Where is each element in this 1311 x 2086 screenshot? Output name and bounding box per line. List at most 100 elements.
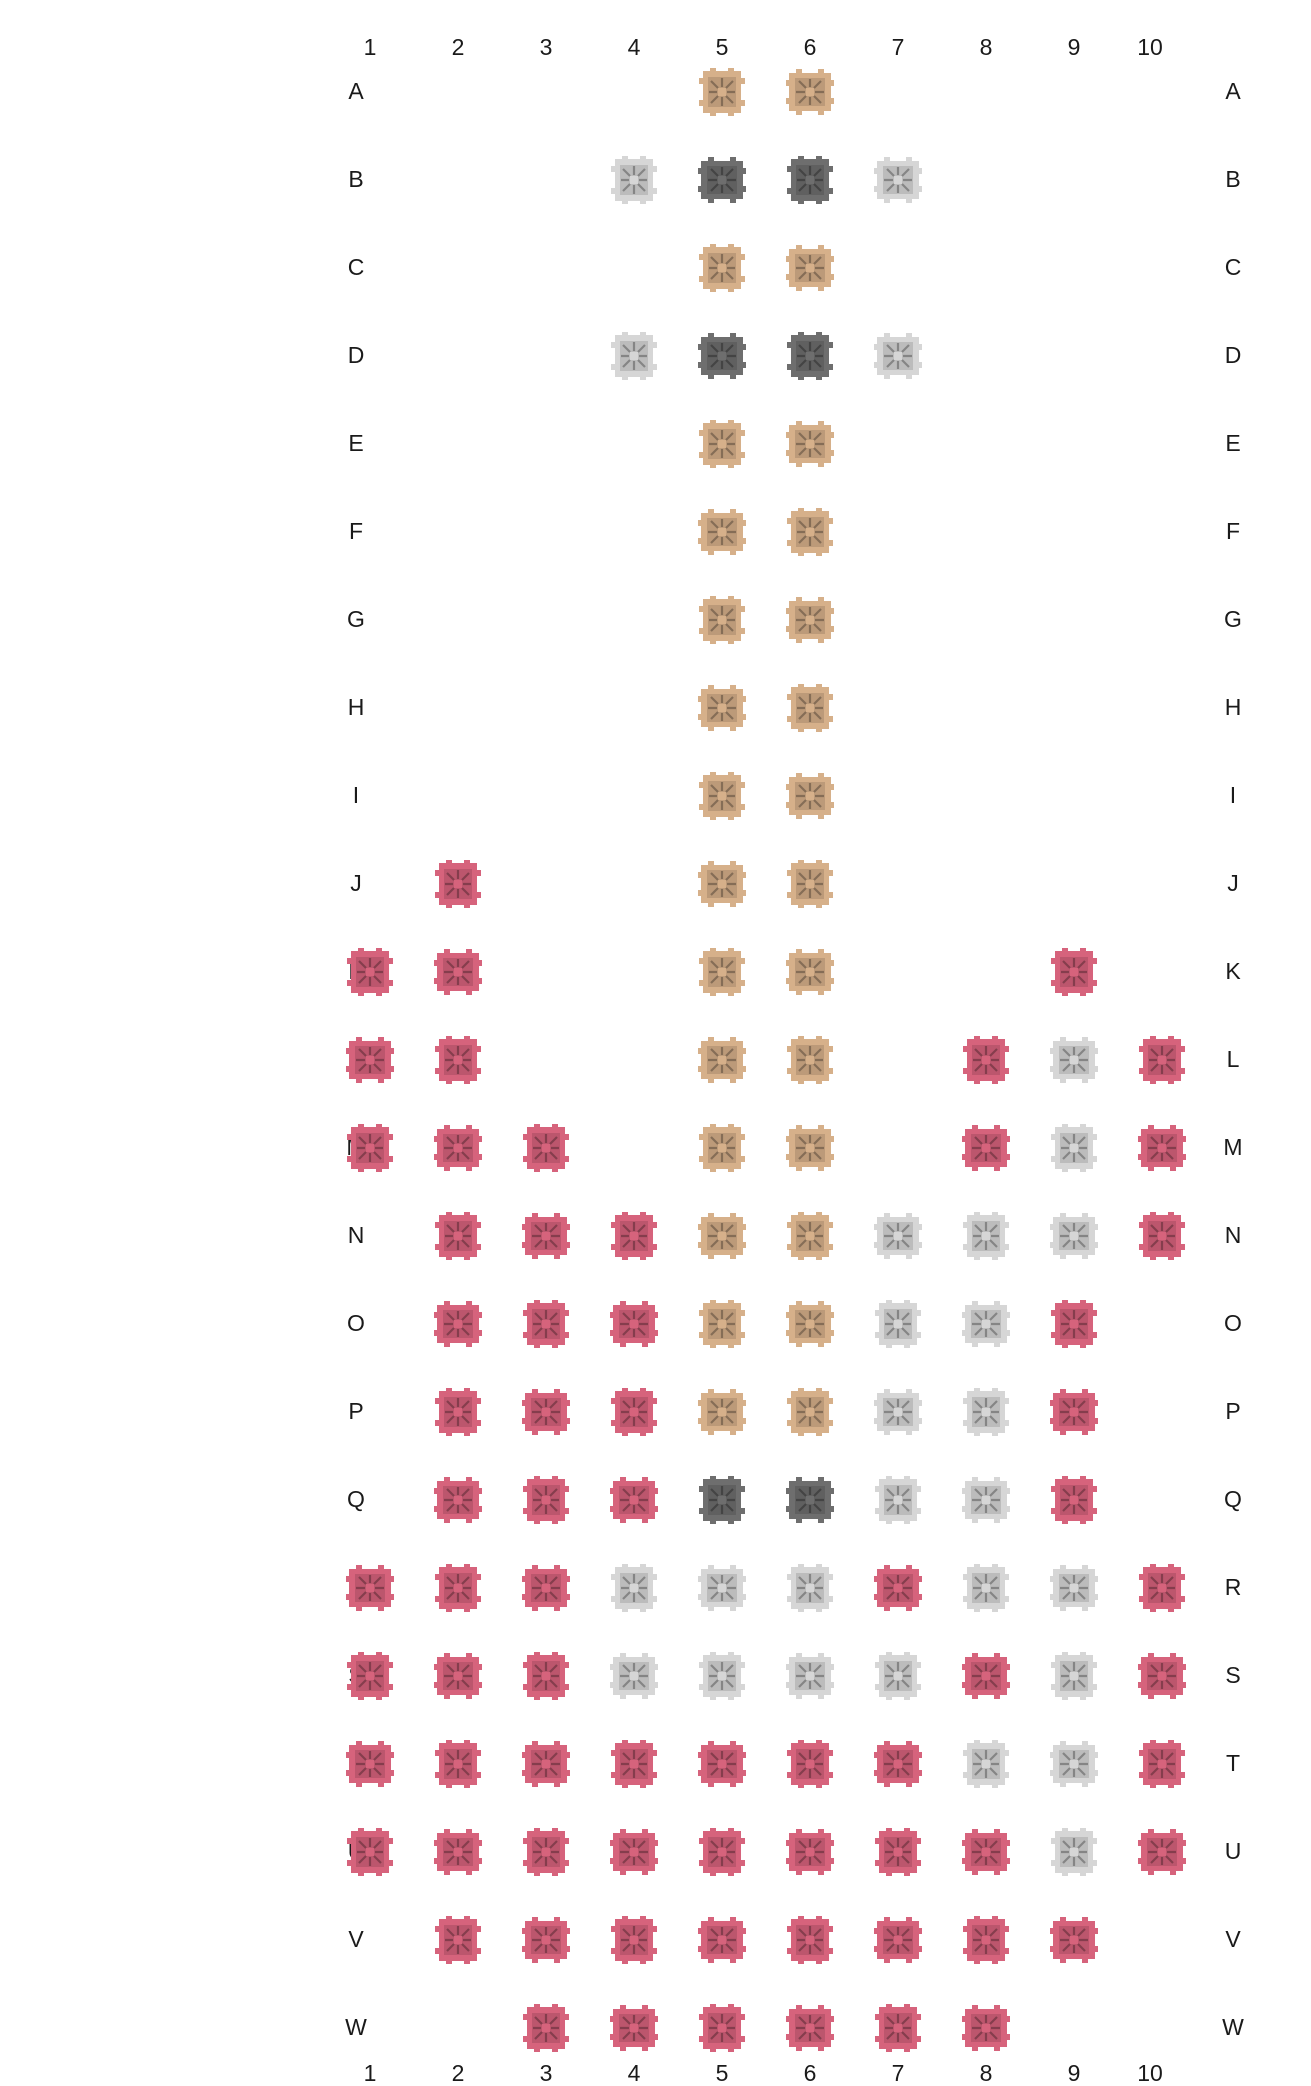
bead-pink-Q4 — [609, 1475, 659, 1525]
row-label-right-K: K — [1225, 958, 1241, 984]
row-label-right-L: L — [1226, 1046, 1240, 1072]
bead-pink-M3 — [521, 1123, 571, 1173]
row-label-right-G: G — [1224, 606, 1242, 632]
column-label-top-6: 6 — [803, 34, 817, 60]
bead-tan-H6 — [785, 683, 835, 733]
bead-light-gray-D4 — [609, 331, 659, 381]
bead-light-gray-R8 — [961, 1563, 1011, 1613]
bead-light-gray-Q8 — [961, 1475, 1011, 1525]
column-label-bottom-7: 7 — [891, 2060, 905, 2086]
bead-light-gray-O7 — [873, 1299, 923, 1349]
bead-pink-R1 — [345, 1563, 395, 1613]
column-label-top-2: 2 — [451, 34, 465, 60]
bead-dark-gray-B5 — [697, 155, 747, 205]
bead-pink-L1 — [345, 1035, 395, 1085]
bead-light-gray-N8 — [961, 1211, 1011, 1261]
column-label-bottom-8: 8 — [979, 2060, 993, 2086]
bead-pink-L10 — [1137, 1035, 1187, 1085]
row-label-right-N: N — [1224, 1222, 1242, 1248]
row-label-left-V: V — [348, 1926, 364, 1952]
bead-pink-W6 — [785, 2003, 835, 2053]
row-label-left-A: A — [348, 78, 364, 104]
bead-tan-E5 — [697, 419, 747, 469]
column-label-bottom-4: 4 — [627, 2060, 641, 2086]
bead-pink-V5 — [697, 1915, 747, 1965]
bead-pink-S1 — [345, 1651, 395, 1701]
bead-pink-M1 — [345, 1123, 395, 1173]
row-label-left-G: G — [347, 606, 365, 632]
column-label-bottom-10: 10 — [1137, 2060, 1163, 2086]
bead-pink-K9 — [1049, 947, 1099, 997]
bead-pink-N4 — [609, 1211, 659, 1261]
bead-dark-gray-D5 — [697, 331, 747, 381]
row-label-left-J: J — [350, 870, 362, 896]
bead-pink-P4 — [609, 1387, 659, 1437]
bead-pink-U10 — [1137, 1827, 1187, 1877]
bead-pink-T10 — [1137, 1739, 1187, 1789]
bead-pink-W7 — [873, 2003, 923, 2053]
bead-tan-A6 — [785, 67, 835, 117]
bead-light-gray-N9 — [1049, 1211, 1099, 1261]
column-label-top-3: 3 — [539, 34, 553, 60]
row-label-right-R: R — [1224, 1574, 1242, 1600]
bead-tan-G6 — [785, 595, 835, 645]
bead-tan-H5 — [697, 683, 747, 733]
bead-pink-T3 — [521, 1739, 571, 1789]
bead-light-gray-D7 — [873, 331, 923, 381]
column-label-bottom-5: 5 — [715, 2060, 729, 2086]
row-label-left-F: F — [348, 518, 364, 544]
row-label-right-I: I — [1229, 782, 1237, 808]
bead-light-gray-T8 — [961, 1739, 1011, 1789]
bead-light-gray-Q7 — [873, 1475, 923, 1525]
bead-pink-P2 — [433, 1387, 483, 1437]
row-label-left-Q: Q — [347, 1486, 365, 1512]
row-label-right-H: H — [1224, 694, 1242, 720]
bead-pink-T1 — [345, 1739, 395, 1789]
row-label-left-E: E — [348, 430, 364, 456]
row-label-right-S: S — [1225, 1662, 1241, 1688]
bead-pink-U8 — [961, 1827, 1011, 1877]
bead-light-gray-R9 — [1049, 1563, 1099, 1613]
bead-light-gray-O8 — [961, 1299, 1011, 1349]
bead-pink-O9 — [1049, 1299, 1099, 1349]
bead-light-gray-S4 — [609, 1651, 659, 1701]
bead-pink-Q9 — [1049, 1475, 1099, 1525]
bead-pink-V2 — [433, 1915, 483, 1965]
bead-pink-V7 — [873, 1915, 923, 1965]
column-label-top-7: 7 — [891, 34, 905, 60]
bead-pink-U1 — [345, 1827, 395, 1877]
bead-tan-G5 — [697, 595, 747, 645]
bead-light-gray-M9 — [1049, 1123, 1099, 1173]
bead-light-gray-L9 — [1049, 1035, 1099, 1085]
bead-pink-V8 — [961, 1915, 1011, 1965]
bead-dark-gray-D6 — [785, 331, 835, 381]
bead-pink-O2 — [433, 1299, 483, 1349]
bead-tan-F5 — [697, 507, 747, 557]
bead-pink-N2 — [433, 1211, 483, 1261]
row-label-right-F: F — [1225, 518, 1241, 544]
bead-pink-S2 — [433, 1651, 483, 1701]
column-label-bottom-2: 2 — [451, 2060, 465, 2086]
bead-pink-K2 — [433, 947, 483, 997]
bead-dark-gray-Q5 — [697, 1475, 747, 1525]
bead-tan-I6 — [785, 771, 835, 821]
bead-tan-M6 — [785, 1123, 835, 1173]
bead-pink-V6 — [785, 1915, 835, 1965]
bead-tan-A5 — [697, 67, 747, 117]
bead-light-gray-T9 — [1049, 1739, 1099, 1789]
bead-pink-U7 — [873, 1827, 923, 1877]
bead-tan-J6 — [785, 859, 835, 909]
bead-dark-gray-B6 — [785, 155, 835, 205]
bead-pink-S10 — [1137, 1651, 1187, 1701]
row-label-right-D: D — [1224, 342, 1242, 368]
row-label-right-A: A — [1225, 78, 1241, 104]
bead-pink-V9 — [1049, 1915, 1099, 1965]
bead-pink-J2 — [433, 859, 483, 909]
bead-pink-U5 — [697, 1827, 747, 1877]
bead-light-gray-R6 — [785, 1563, 835, 1613]
row-label-right-O: O — [1224, 1310, 1242, 1336]
row-label-right-W: W — [1222, 2014, 1244, 2040]
row-label-left-N: N — [347, 1222, 365, 1248]
bead-pink-T2 — [433, 1739, 483, 1789]
bead-pink-L8 — [961, 1035, 1011, 1085]
